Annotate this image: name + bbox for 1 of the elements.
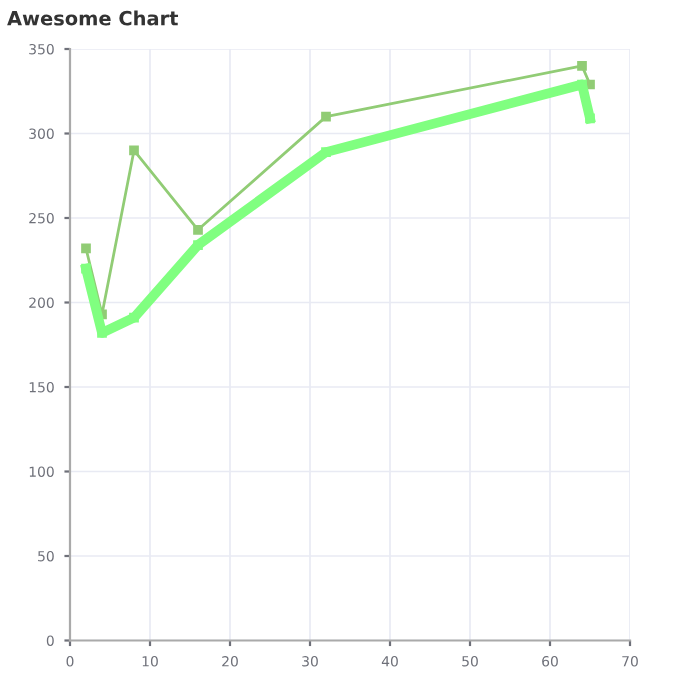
chart-title: Awesome Chart (7, 10, 179, 26)
